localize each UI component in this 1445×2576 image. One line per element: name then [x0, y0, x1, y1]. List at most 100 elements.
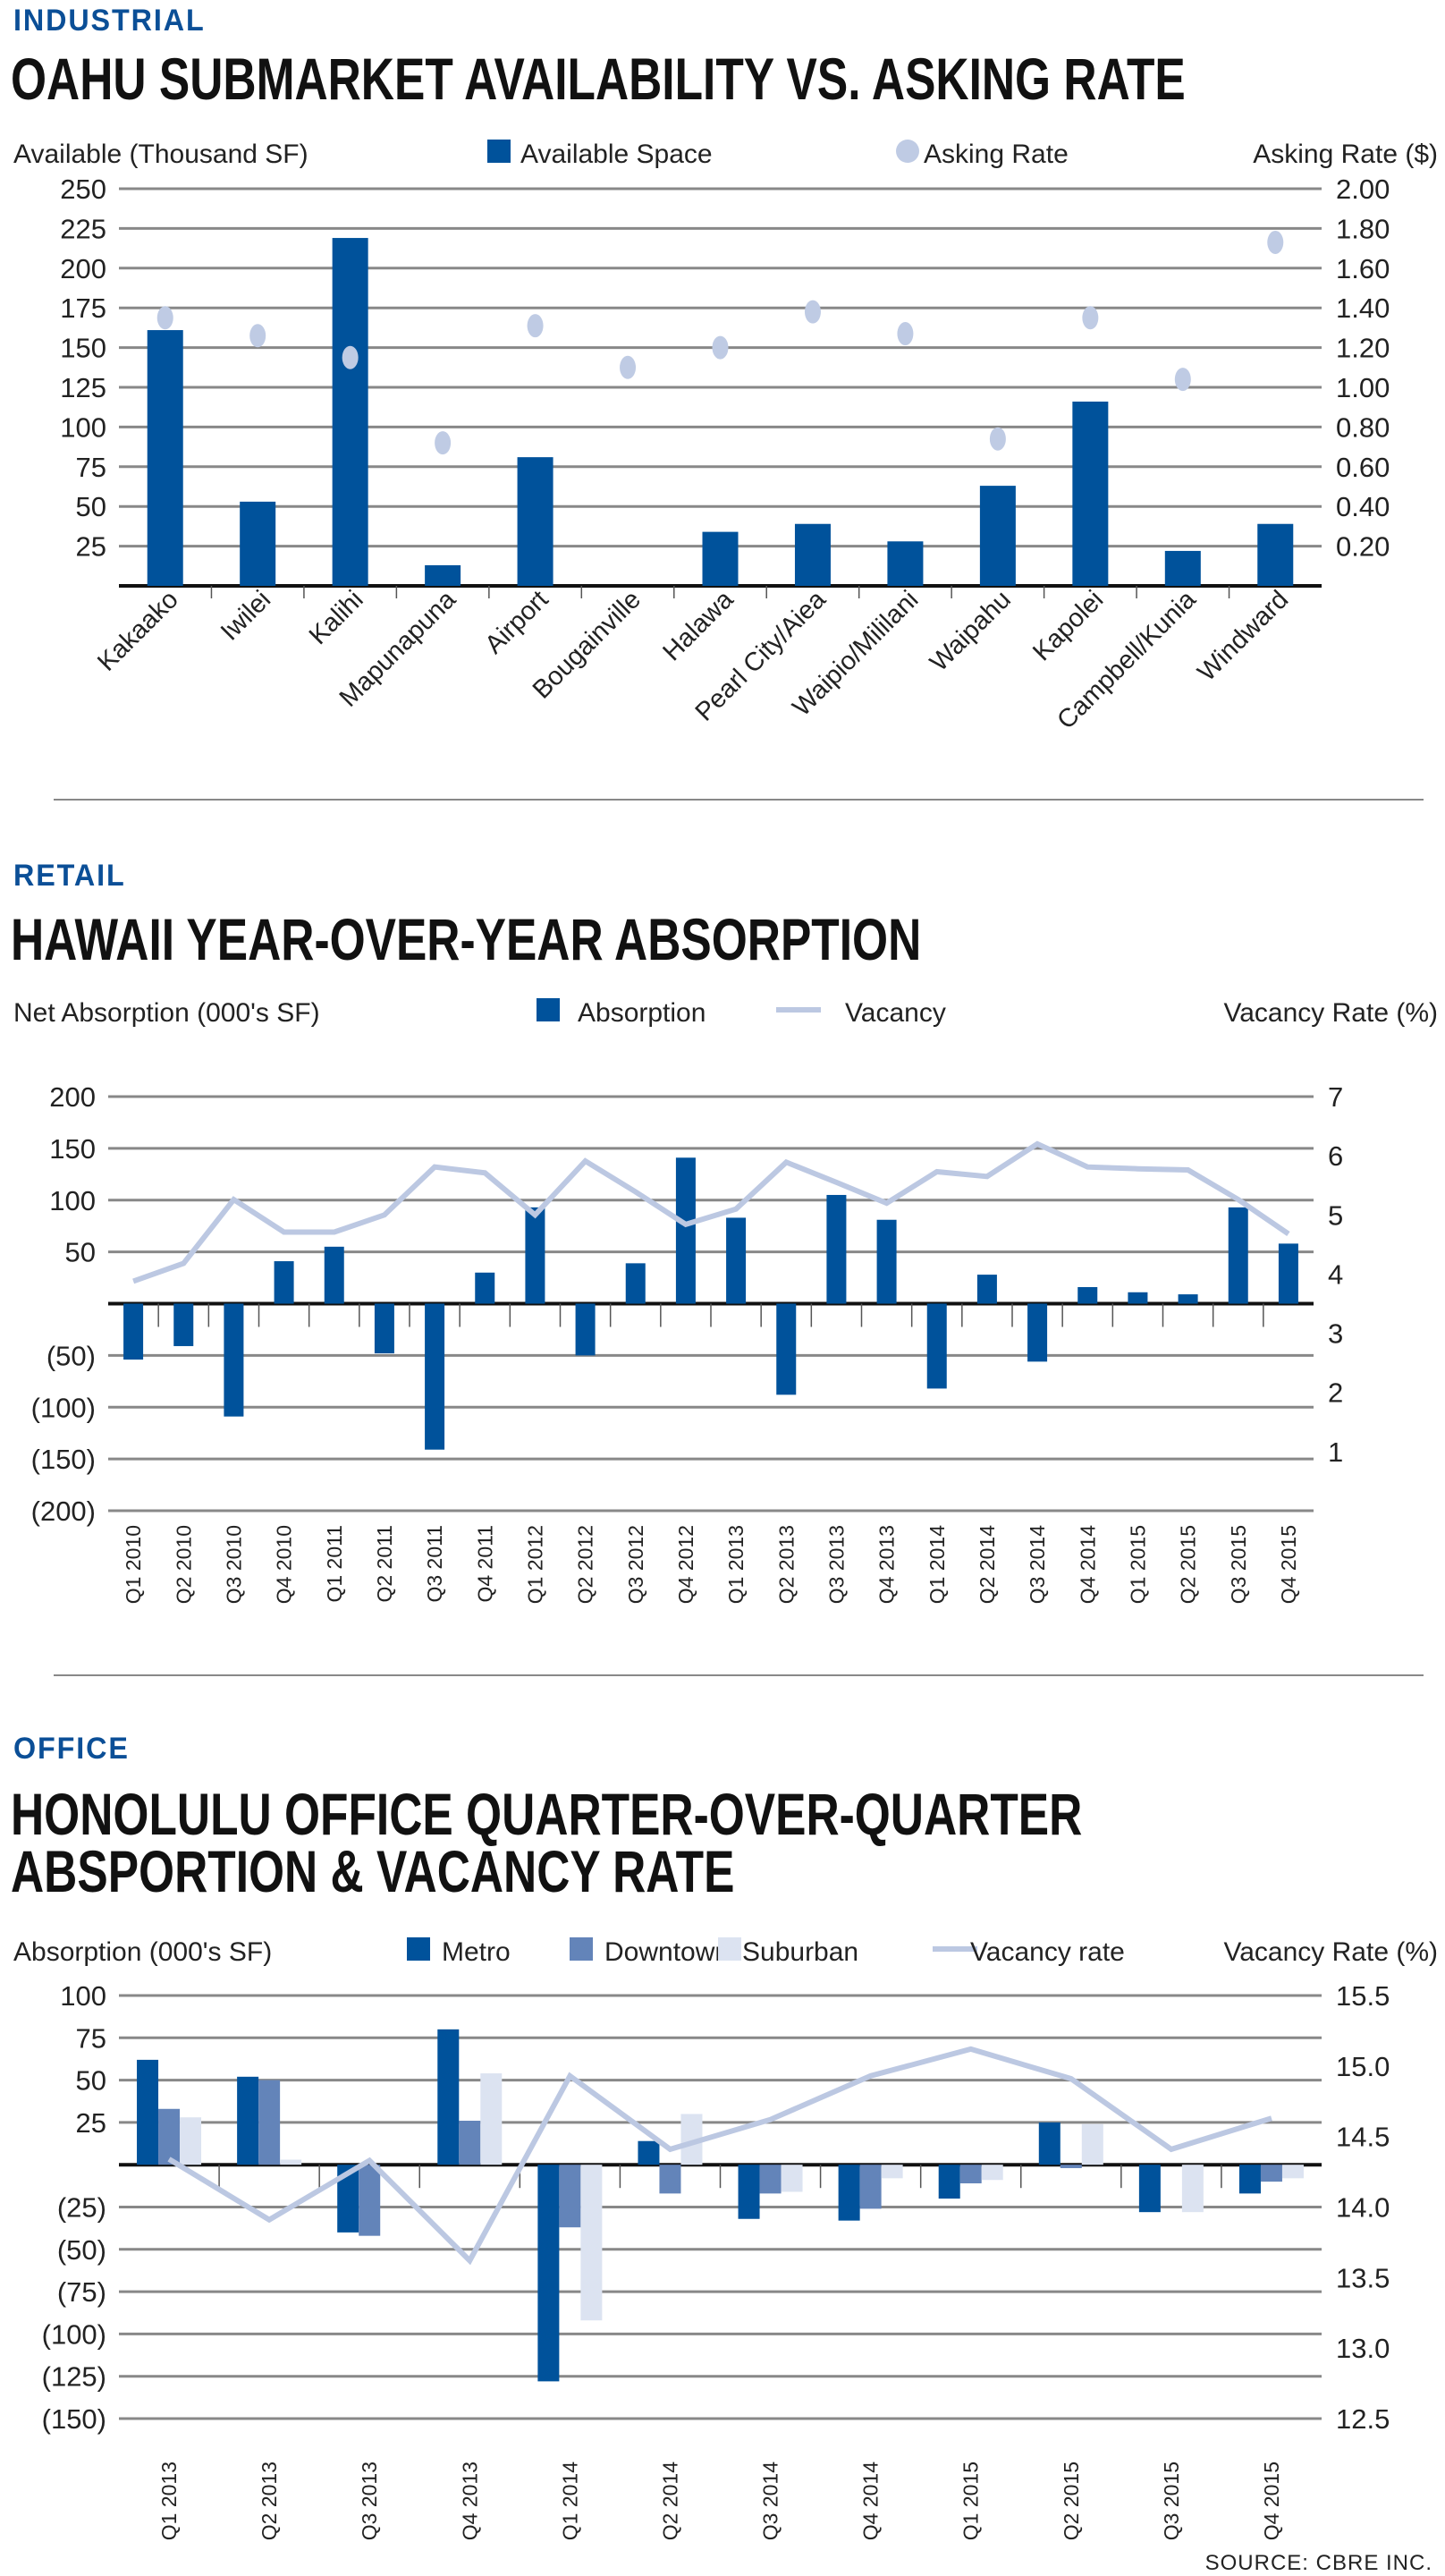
- bar-metro: [638, 2140, 660, 2165]
- x-tick-label: Halawa: [657, 585, 739, 667]
- bar-available-space: [1164, 550, 1201, 586]
- bar-suburban: [981, 2165, 1003, 2181]
- x-tick-label: Q2 2013: [258, 2462, 281, 2540]
- bar-metro: [1038, 2122, 1061, 2165]
- y-tick-label: 75: [76, 2022, 106, 2054]
- bar-metro: [938, 2165, 960, 2199]
- y-tick-label: 175: [60, 292, 106, 324]
- x-tick-label: Q1 2014: [558, 2462, 581, 2540]
- y-tick-label: 25: [76, 2107, 106, 2139]
- y-tick-label: 200: [60, 253, 106, 284]
- x-tick-label: Q2 2012: [574, 1525, 597, 1604]
- legend-label: Metro: [442, 1937, 511, 1967]
- legend-swatch: [487, 140, 511, 163]
- asking-rate-point: [156, 306, 173, 330]
- x-tick-label: Q1 2015: [1126, 1525, 1149, 1604]
- asking-rate-point: [804, 300, 821, 324]
- y-tick-label: (100): [31, 1392, 96, 1423]
- y2-tick-label: 14.0: [1336, 2192, 1390, 2224]
- bar-absorption: [1178, 1294, 1198, 1304]
- y-tick-label: 25: [76, 531, 106, 563]
- source-note: SOURCE: CBRE INC.: [1204, 2551, 1432, 2575]
- x-tick-label: Waipahu: [925, 585, 1017, 677]
- bar-suburban: [280, 2159, 302, 2165]
- y-tick-label: (50): [57, 2234, 106, 2266]
- bar-absorption: [525, 1207, 545, 1304]
- y2-tick-label: 13.5: [1336, 2262, 1390, 2293]
- bar-suburban: [580, 2165, 603, 2321]
- bar-available-space: [979, 486, 1016, 586]
- y-tick-label: (200): [31, 1496, 96, 1527]
- chart-title-office: HONOLULU OFFICE QUARTER-OVER-QUARTER: [11, 1781, 1083, 1847]
- bar-absorption: [575, 1303, 596, 1356]
- y-tick-label: 100: [49, 1185, 96, 1216]
- bar-absorption: [274, 1261, 294, 1304]
- legend-swatch: [570, 1937, 593, 1961]
- bar-absorption: [1228, 1207, 1248, 1304]
- bar-downtown: [359, 2165, 381, 2236]
- x-tick-label: Airport: [479, 585, 553, 659]
- bar-available-space: [332, 238, 368, 586]
- bar-suburban: [1281, 2165, 1304, 2179]
- x-tick-label: Q3 2012: [624, 1525, 647, 1604]
- x-tick-label: Q4 2015: [1260, 2462, 1283, 2540]
- y-tick-label: 200: [49, 1081, 96, 1113]
- legend-swatch: [718, 1937, 741, 1961]
- y2-tick-label: 14.5: [1336, 2122, 1390, 2153]
- bar-available-space: [1257, 523, 1294, 586]
- section-label-industrial: INDUSTRIAL: [13, 4, 206, 38]
- bar-absorption: [1077, 1286, 1098, 1304]
- x-tick-label: Q2 2011: [373, 1525, 396, 1603]
- bar-suburban: [180, 2117, 202, 2165]
- y2-tick-label: 0.60: [1336, 452, 1390, 483]
- y2-tick-label: 0.40: [1336, 491, 1390, 522]
- divider: [54, 799, 1424, 801]
- bar-suburban: [781, 2165, 803, 2192]
- y2-axis-title: Vacancy Rate (%): [1223, 1937, 1438, 1967]
- bar-metro: [437, 2029, 460, 2165]
- y-tick-label: 150: [49, 1133, 96, 1165]
- y-tick-label: 150: [60, 333, 106, 364]
- bar-metro: [537, 2165, 560, 2382]
- y2-tick-label: 13.0: [1336, 2333, 1390, 2364]
- chart-title-industrial: OAHU SUBMARKET AVAILABILITY VS. ASKING R…: [11, 46, 1186, 112]
- y2-tick-label: 5: [1328, 1199, 1343, 1231]
- bar-suburban: [1081, 2123, 1103, 2165]
- asking-rate-point: [527, 314, 544, 338]
- y-tick-label: 50: [65, 1237, 96, 1268]
- bar-available-space: [887, 541, 924, 586]
- y2-tick-label: 1.80: [1336, 213, 1390, 244]
- x-tick-label: Q4 2012: [674, 1525, 697, 1604]
- y-tick-label: 250: [60, 174, 106, 205]
- y2-tick-label: 3: [1328, 1318, 1343, 1350]
- y2-tick-label: 1: [1328, 1436, 1343, 1468]
- bar-absorption: [726, 1217, 747, 1304]
- x-tick-label: Q4 2014: [859, 2462, 883, 2540]
- x-tick-label: Q1 2012: [523, 1525, 546, 1604]
- bar-available-space: [1072, 401, 1109, 586]
- x-tick-label: Q3 2013: [824, 1525, 848, 1604]
- asking-rate-point: [249, 324, 266, 348]
- y2-tick-label: 12.5: [1336, 2403, 1390, 2435]
- x-tick-label: Q4 2010: [273, 1525, 296, 1604]
- y-tick-label: (150): [42, 2403, 106, 2435]
- bar-absorption: [1278, 1243, 1298, 1304]
- x-tick-label: Q3 2011: [423, 1525, 446, 1603]
- legend-label: Downtown: [604, 1937, 730, 1967]
- bar-downtown: [759, 2165, 782, 2194]
- x-tick-label: Q4 2015: [1277, 1525, 1300, 1604]
- asking-rate-point: [1267, 230, 1284, 254]
- bar-absorption: [224, 1303, 244, 1417]
- y2-tick-label: 2: [1328, 1377, 1343, 1409]
- x-tick-label: Kakaako: [92, 585, 183, 676]
- bar-suburban: [881, 2165, 903, 2179]
- bar-suburban: [1181, 2165, 1204, 2213]
- bar-available-space: [147, 330, 183, 586]
- y2-tick-label: 2.00: [1336, 174, 1390, 205]
- chart-title-office-line2: ABSPORTION & VACANCY RATE: [11, 1838, 735, 1904]
- x-tick-label: Q1 2011: [323, 1525, 346, 1603]
- x-tick-label: Kalihi: [304, 585, 369, 650]
- x-tick-label: Q1 2010: [122, 1525, 145, 1604]
- legend-label: Suburban: [742, 1937, 858, 1967]
